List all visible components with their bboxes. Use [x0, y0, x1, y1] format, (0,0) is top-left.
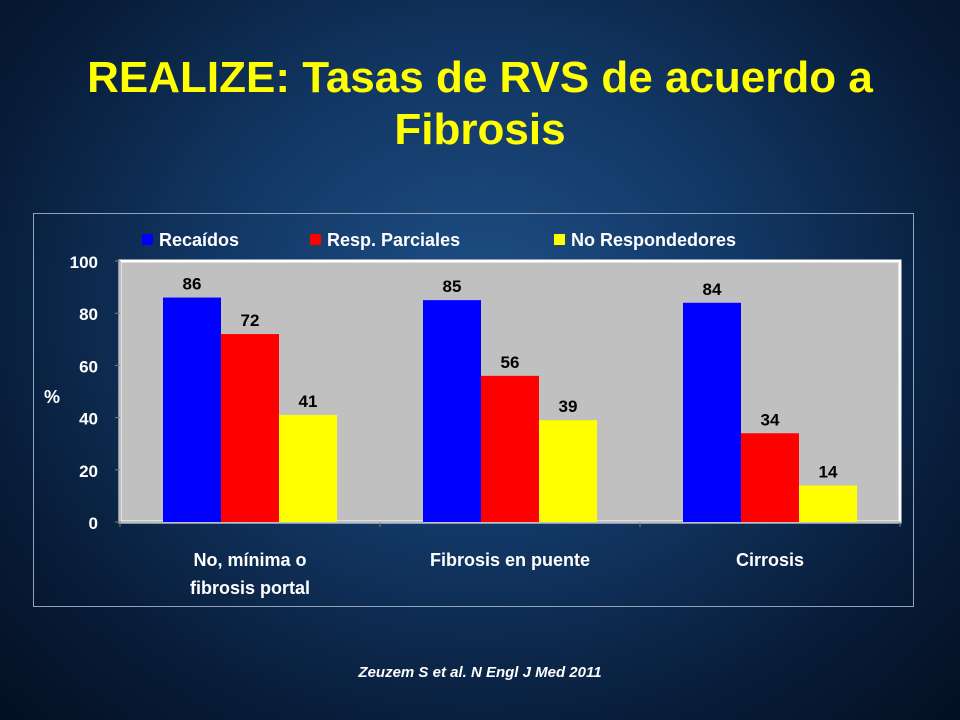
- bar: [221, 334, 279, 522]
- x-category-label: Fibrosis en puente: [430, 550, 590, 570]
- y-tick-label: 80: [79, 305, 98, 324]
- bar: [279, 414, 337, 522]
- bar: [683, 302, 741, 522]
- data-label: 39: [559, 397, 578, 416]
- bar-chart: 0 20 40 60 80 100% 86 72 41 No, mínima o fibrosis …: [44, 230, 902, 598]
- data-label: 41: [299, 392, 318, 411]
- x-category-label: No, mínima o: [193, 550, 306, 570]
- legend-label: Recaídos: [159, 230, 239, 250]
- data-label: 86: [183, 275, 202, 294]
- y-tick-label: 60: [79, 357, 98, 376]
- x-category-label: fibrosis portal: [190, 578, 310, 598]
- chart-panel: 0 20 40 60 80 100% 86 72 41 No, mínima o fibrosis …: [33, 213, 914, 607]
- data-label: 34: [761, 410, 780, 429]
- data-label: 84: [703, 280, 722, 299]
- x-category-label: Cirrosis: [736, 550, 804, 570]
- y-tick-label: 40: [79, 410, 98, 429]
- bar: [799, 485, 857, 522]
- data-label: 72: [241, 311, 260, 330]
- data-label: 56: [501, 353, 520, 372]
- legend-swatch: [554, 234, 565, 245]
- y-tick-label: 100: [70, 253, 98, 272]
- legend-swatch: [142, 234, 153, 245]
- legend-swatch: [310, 234, 321, 245]
- bar: [163, 297, 221, 522]
- bar: [741, 433, 799, 522]
- y-tick-label: 0: [89, 514, 98, 533]
- data-label: 14: [819, 462, 838, 481]
- slide-title: REALIZE: Tasas de RVS de acuerdo a Fibro…: [87, 53, 873, 154]
- legend-label: Resp. Parciales: [327, 230, 460, 250]
- data-label: 85: [443, 277, 462, 296]
- bar: [423, 300, 481, 522]
- bar: [539, 420, 597, 522]
- legend-label: No Respondedores: [571, 230, 736, 250]
- y-tick-label: 20: [79, 462, 98, 481]
- y-axis-title: %: [44, 387, 60, 407]
- citation: Zeuzem S et al. N Engl J Med 2011: [358, 664, 602, 681]
- bar: [481, 375, 539, 522]
